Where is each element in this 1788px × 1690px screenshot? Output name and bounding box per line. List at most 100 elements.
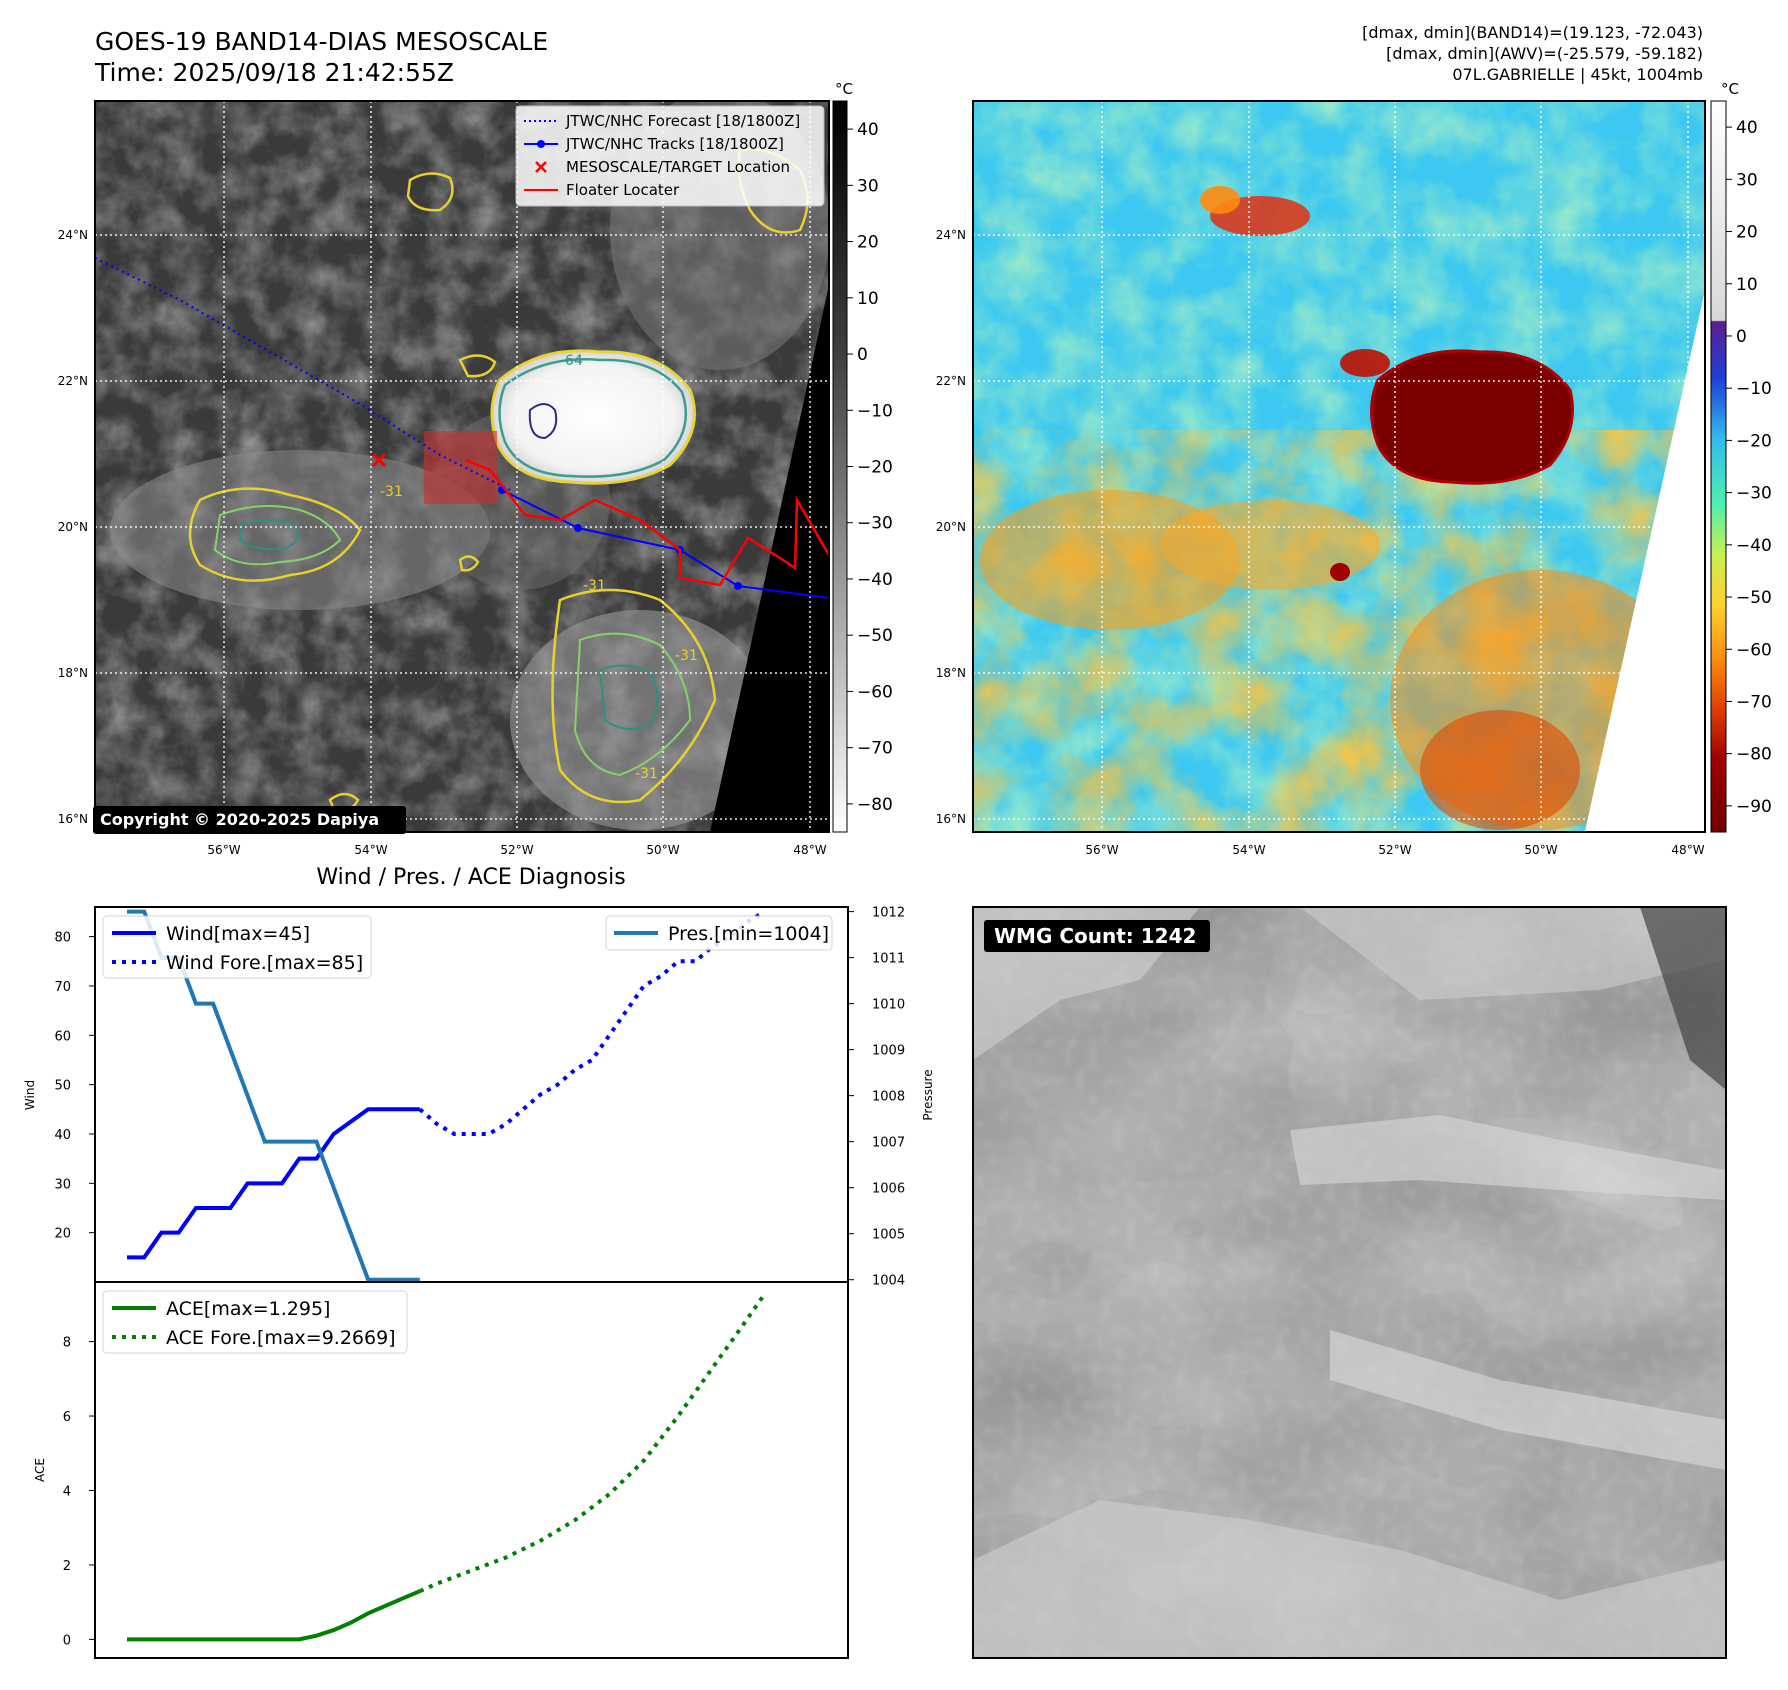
colorbar-tick: −20 <box>1736 431 1772 451</box>
lon-tick: 52°W <box>500 843 533 857</box>
lon-tick: 54°W <box>1232 843 1265 857</box>
lat-ticks-left: 24°N 22°N 20°N 18°N 16°N <box>58 228 88 826</box>
y-right-tick: 1010 <box>872 998 905 1013</box>
y-tick: 2 <box>63 1559 71 1574</box>
wmg-count-box <box>984 920 1210 952</box>
lat-tick: 20°N <box>936 520 966 534</box>
colorbar-tick: −40 <box>1736 536 1772 556</box>
lat-tick: 18°N <box>936 666 966 680</box>
awv-map <box>973 101 1705 832</box>
legend-forecast: JTWC/NHC Forecast [18/1800Z] <box>565 112 800 130</box>
legend-wind: Wind[max=45] <box>166 923 310 945</box>
y-tick: 8 <box>63 1336 71 1351</box>
colorbar-tick: 30 <box>857 176 879 196</box>
lon-tick: 56°W <box>207 843 240 857</box>
contour-label: -31 <box>583 578 606 594</box>
lat-tick: 18°N <box>58 666 88 680</box>
colorbar-right: °C 40 30 20 10 0 −10 −20 −30 −40 −50 −60 −70 −80 −90 <box>1710 80 1772 833</box>
colorbar-tick: −70 <box>857 739 893 759</box>
y-right-tick: 1006 <box>872 1182 905 1197</box>
colorbar-tick: −10 <box>1736 379 1772 399</box>
lat-tick: 20°N <box>58 520 88 534</box>
colorbar-tick: 20 <box>857 233 879 253</box>
contour-label: -64 <box>560 353 583 369</box>
info-line2: [dmax, dmin](AWV)=(-25.579, -59.182) <box>1386 44 1703 63</box>
y-tick: 4 <box>63 1484 71 1499</box>
wind-legend: Wind[max=45] Wind Fore.[max=85] <box>102 915 372 979</box>
colorbar-tick: −30 <box>1736 484 1772 504</box>
lon-tick: 52°W <box>1378 843 1411 857</box>
colorbar-unit: °C <box>835 80 853 98</box>
copyright: Copyright © 2020-2025 Dapiya <box>100 810 379 829</box>
contour-label: -31 <box>635 766 658 782</box>
lat-ticks-right: 24°N 22°N 20°N 18°N 16°N <box>936 228 966 826</box>
colorbar-tick: 20 <box>1736 223 1758 243</box>
series-line-0 <box>127 1107 420 1260</box>
lon-tick: 48°W <box>793 843 826 857</box>
colorbar-tick: −70 <box>1736 692 1772 712</box>
series-line-0 <box>127 1589 421 1642</box>
colorbar-tick: 10 <box>1736 275 1758 295</box>
colorbar-tick: −50 <box>1736 588 1772 608</box>
lat-tick: 22°N <box>58 374 88 388</box>
colorbar-tick: −90 <box>1736 797 1772 817</box>
pressure-axis-label: Pressure <box>921 1069 935 1120</box>
lat-tick: 16°N <box>936 812 966 826</box>
y-right-tick: 1011 <box>872 952 905 967</box>
colorbar-tick: 10 <box>857 289 879 309</box>
wmg-count: WMG Count: 1242 <box>994 924 1196 948</box>
contour-label: -31 <box>675 648 698 664</box>
colorbar-tick: 30 <box>1736 170 1758 190</box>
colorbar-tick: −50 <box>857 626 893 646</box>
legend-target: MESOSCALE/TARGET Location <box>566 158 790 176</box>
awv-no-data <box>1585 290 1705 832</box>
lat-tick: 22°N <box>936 374 966 388</box>
y-tick: 30 <box>54 1177 71 1192</box>
no-data-region <box>710 285 829 832</box>
y-tick: 0 <box>63 1633 71 1648</box>
colorbar-tick: −80 <box>857 795 893 815</box>
y-tick: 70 <box>54 980 71 995</box>
legend-ace: ACE[max=1.295] <box>166 1298 330 1320</box>
lon-tick: 50°W <box>646 843 679 857</box>
ace-axis-label: ACE <box>33 1458 47 1482</box>
legend-ace-forecast: ACE Fore.[max=9.2669] <box>166 1327 396 1349</box>
legend-wind-forecast: Wind Fore.[max=85] <box>166 952 363 974</box>
wmg-image <box>973 907 1726 1658</box>
y-tick: 60 <box>54 1029 71 1044</box>
legend-floater: Floater Locater <box>566 181 680 199</box>
lon-tick: 50°W <box>1524 843 1557 857</box>
lat-tick: 24°N <box>936 228 966 242</box>
y-tick: 80 <box>54 931 71 946</box>
lon-tick: 56°W <box>1085 843 1118 857</box>
series-line-1 <box>419 1293 766 1594</box>
colorbar-tick: −30 <box>857 514 893 534</box>
lat-tick: 16°N <box>58 812 88 826</box>
title-line2: Time: 2025/09/18 21:42:55Z <box>94 58 454 87</box>
awv-storm-core <box>1370 349 1574 485</box>
lon-ticks-right: 56°W 54°W 52°W 50°W 48°W <box>1085 843 1704 857</box>
y-tick: 6 <box>63 1410 71 1425</box>
y-tick: 20 <box>54 1227 71 1242</box>
pressure-legend: Pres.[min=1004] <box>605 915 833 951</box>
ace-legend: ACE[max=1.295] ACE Fore.[max=9.2669] <box>102 1290 408 1354</box>
legend-pressure: Pres.[min=1004] <box>668 923 829 945</box>
colorbar-unit: °C <box>1721 80 1739 98</box>
y-right-tick: 1007 <box>872 1136 905 1151</box>
y-right-tick: 1008 <box>872 1090 905 1105</box>
y-right-tick: 1005 <box>872 1228 905 1243</box>
lon-ticks-left: 56°W 54°W 52°W 50°W 48°W <box>207 843 826 857</box>
wind-axis-label: Wind <box>23 1080 37 1110</box>
copyright-box <box>93 806 406 834</box>
colorbar-tick: 0 <box>857 345 868 365</box>
contour-label: -31 <box>380 484 403 500</box>
ir-map: -64 -31 -31 -31 -31 <box>95 101 829 832</box>
colorbar-tick: −60 <box>1736 640 1772 660</box>
storm-cloud-top <box>490 349 696 485</box>
colorbar-tick: 0 <box>1736 327 1747 347</box>
y-right-tick: 1004 <box>872 1274 905 1289</box>
colorbar-tick: 40 <box>857 120 879 140</box>
colorbar-tick: −10 <box>857 401 893 421</box>
info-line3: 07L.GABRIELLE | 45kt, 1004mb <box>1452 65 1703 84</box>
forecast-track <box>95 257 511 491</box>
